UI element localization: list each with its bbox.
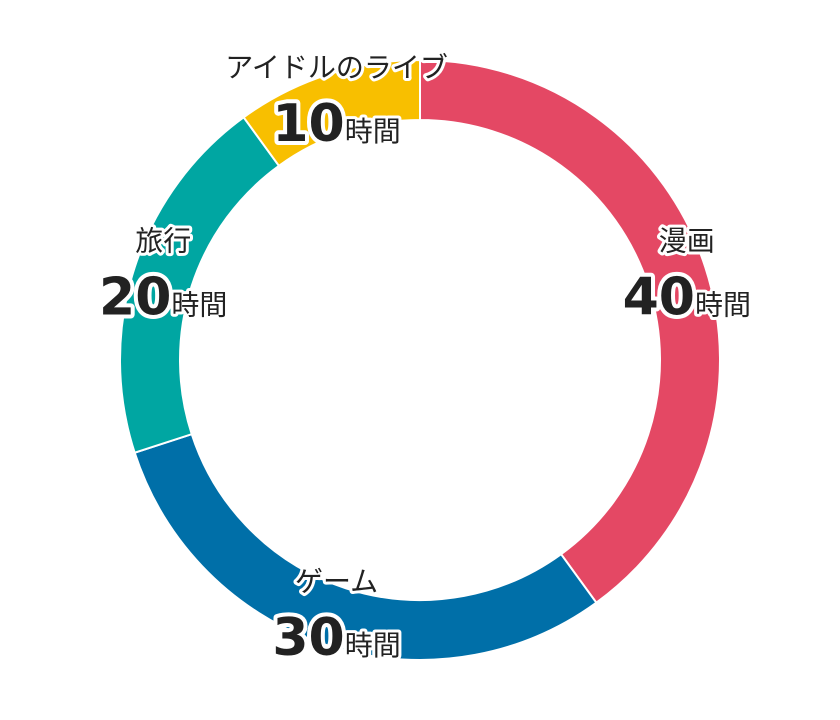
slice-1 [419,58,721,605]
slice-value-unit-3: 時間 [171,289,227,322]
slice-value-4: 10時間 [272,94,400,154]
slice-value-3: 20時間 [99,268,227,328]
slice-label-4: アイドルのライブ [225,51,448,84]
slice-value-number-1: 40 [623,268,695,328]
slice-value-unit-2: 時間 [345,629,401,662]
slice-value-number-2: 30 [272,608,344,668]
slice-label-3: 旅行 [135,225,191,258]
slice-value-unit-4: 時間 [345,115,401,148]
slice-value-2: 30時間 [272,608,400,668]
slice-value-unit-1: 時間 [695,289,751,322]
slice-label-2: ゲーム [295,565,378,598]
slice-2 [133,432,598,661]
slice-label-1: 漫画 [659,225,715,258]
slice-4 [242,58,421,168]
slice-value-number-4: 10 [272,94,344,154]
slice-value-1: 40時間 [623,268,751,328]
donut-slices [119,58,721,661]
slice-value-number-3: 20 [99,268,171,328]
